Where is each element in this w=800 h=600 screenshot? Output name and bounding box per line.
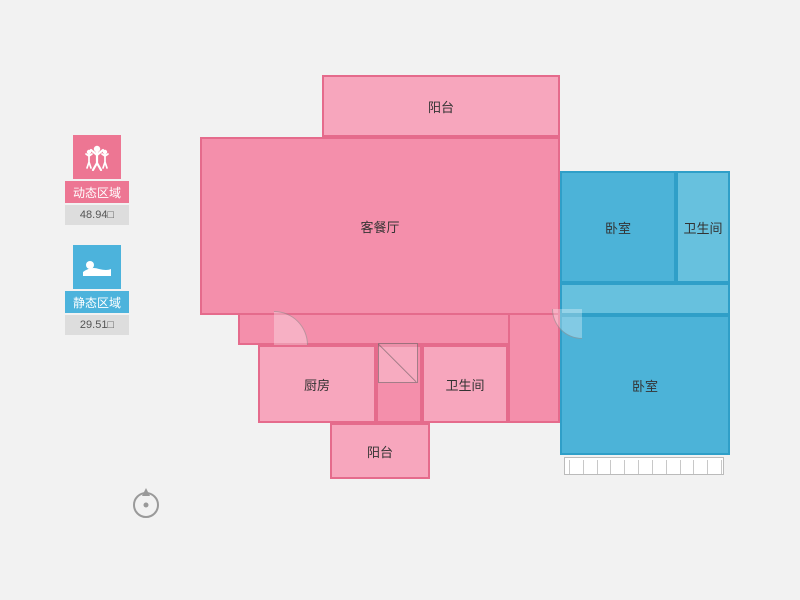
legend-static-value: 29.51□ (65, 315, 129, 335)
legend: 动态区域 48.94□ 静态区域 29.51□ (65, 135, 129, 355)
room-balcony_top: 阳台 (322, 75, 560, 137)
room-label-bath2: 卫生间 (683, 218, 722, 237)
room-label-bath1: 卫生间 (445, 375, 484, 394)
room-label-living: 客餐厅 (360, 217, 399, 236)
door-arc (378, 343, 418, 383)
room-bedroom1: 卧室 (560, 171, 676, 283)
room-living: 客餐厅 (200, 137, 560, 315)
room-bath1: 卫生间 (422, 345, 508, 423)
room-kitchen: 厨房 (258, 345, 376, 423)
legend-dynamic-value: 48.94□ (65, 205, 129, 225)
balcony-rail (564, 457, 724, 475)
room-label-kitchen: 厨房 (304, 375, 330, 394)
room-label-bedroom1: 卧室 (605, 218, 631, 237)
legend-static-title: 静态区域 (65, 291, 129, 313)
legend-dynamic-title: 动态区域 (65, 181, 129, 203)
compass-icon (128, 485, 164, 521)
legend-static: 静态区域 29.51□ (65, 245, 129, 335)
room-balcony_bot: 阳台 (330, 423, 430, 479)
floor-plan: 阳台客餐厅厨房卫生间阳台卧室卫生间卧室 (200, 75, 730, 515)
legend-dynamic: 动态区域 48.94□ (65, 135, 129, 225)
sleep-icon (73, 245, 121, 289)
room-hall (560, 283, 730, 315)
room-label-balcony_top: 阳台 (428, 97, 454, 116)
room-bath2: 卫生间 (676, 171, 730, 283)
room-strip (508, 315, 560, 423)
people-icon (73, 135, 121, 179)
room-bedroom2: 卧室 (560, 315, 730, 455)
room-label-balcony_bot: 阳台 (367, 442, 393, 461)
room-label-bedroom2: 卧室 (632, 376, 658, 395)
